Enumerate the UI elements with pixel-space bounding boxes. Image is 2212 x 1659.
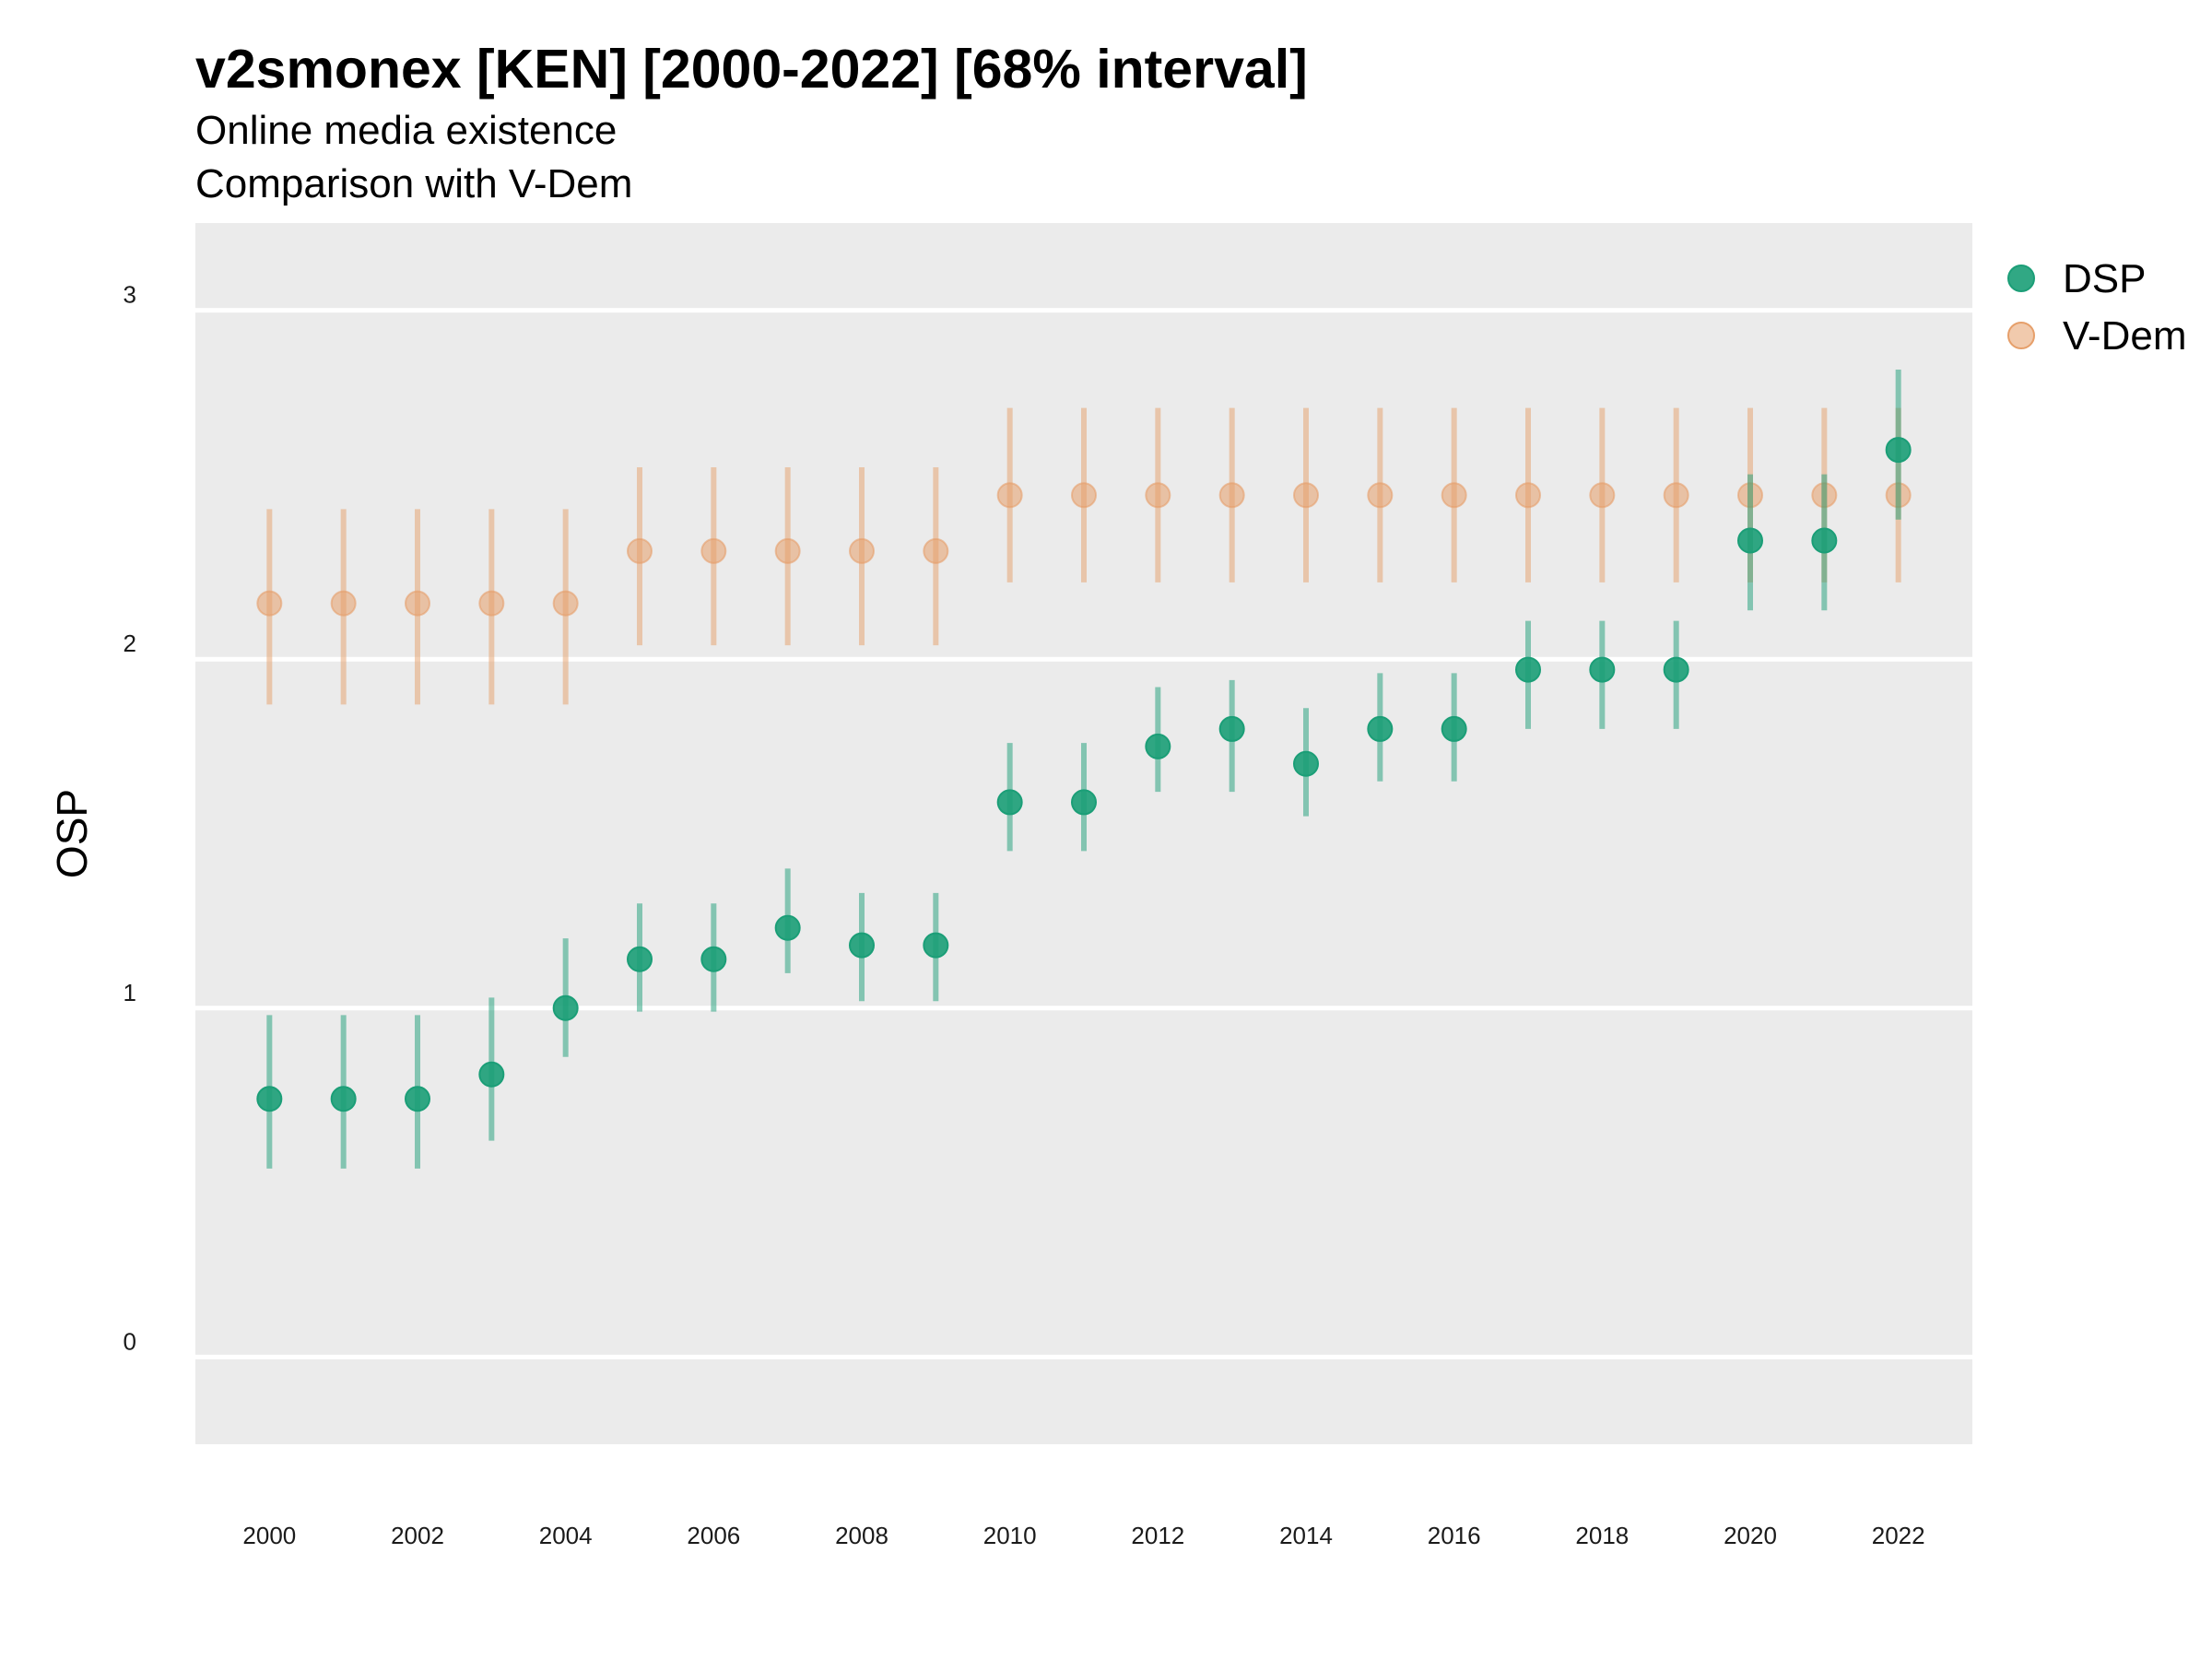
y-tick-label: 0 xyxy=(124,1327,136,1355)
v-dem-point-2009 xyxy=(923,537,949,564)
y-axis-ticks: 0 1 2 3 xyxy=(124,281,195,1359)
x-tick-label: 2008 xyxy=(835,1522,888,1549)
x-tick-label: 2020 xyxy=(1724,1522,1777,1549)
legend-key-v-dem xyxy=(2007,322,2035,349)
dsp-point-2011 xyxy=(1071,789,1097,816)
dsp-point-2018 xyxy=(1589,656,1616,683)
v-dem-point-2003 xyxy=(478,590,505,617)
series-layer xyxy=(256,370,1912,1169)
v-dem-point-2012 xyxy=(1145,482,1171,509)
x-tick-label: 2016 xyxy=(1428,1522,1481,1549)
x-tick-label: 2000 xyxy=(242,1522,296,1549)
v-dem-point-2007 xyxy=(774,537,801,564)
v-dem-point-2008 xyxy=(849,537,875,564)
v-dem-point-2015 xyxy=(1367,482,1394,509)
v-dem-point-2001 xyxy=(330,590,357,617)
v-dem-point-2013 xyxy=(1218,482,1245,509)
dsp-point-2020 xyxy=(1737,527,1763,554)
dsp-point-2010 xyxy=(996,789,1023,816)
dsp-point-2016 xyxy=(1441,715,1467,742)
v-dem-point-2011 xyxy=(1071,482,1097,509)
x-tick-label: 2004 xyxy=(539,1522,593,1549)
dsp-point-2019 xyxy=(1663,656,1689,683)
v-dem-point-2017 xyxy=(1515,482,1541,509)
legend-label-v-dem: V-Dem xyxy=(2063,313,2186,359)
dsp-point-2003 xyxy=(478,1061,505,1088)
series-v-dem xyxy=(256,407,1912,705)
v-dem-point-2019 xyxy=(1663,482,1689,509)
v-dem-point-2000 xyxy=(256,590,283,617)
legend: DSP V-Dem xyxy=(2007,256,2186,359)
x-tick-label: 2014 xyxy=(1279,1522,1333,1549)
legend-label-dsp: DSP xyxy=(2063,256,2146,301)
dsp-point-2000 xyxy=(256,1086,283,1112)
y-tick-label: 1 xyxy=(124,979,136,1006)
dsp-point-2004 xyxy=(552,994,579,1021)
dsp-point-2001 xyxy=(330,1086,357,1112)
dsp-point-2007 xyxy=(774,914,801,941)
legend-key-dsp xyxy=(2007,265,2035,292)
dsp-point-2008 xyxy=(849,932,875,959)
v-dem-point-2006 xyxy=(700,537,727,564)
dsp-point-2015 xyxy=(1367,715,1394,742)
dsp-point-2012 xyxy=(1145,733,1171,759)
dsp-point-2005 xyxy=(627,946,653,972)
y-axis-title: OSP xyxy=(48,789,96,878)
x-axis-ticks: 2000 2002 2004 2006 2008 2010 2012 2014 2016 2018… xyxy=(242,1522,1924,1549)
dsp-point-2006 xyxy=(700,946,727,972)
v-dem-point-2016 xyxy=(1441,482,1467,509)
x-tick-label: 2002 xyxy=(391,1522,444,1549)
x-tick-label: 2006 xyxy=(687,1522,740,1549)
series-dsp xyxy=(256,370,1912,1169)
dsp-point-2013 xyxy=(1218,715,1245,742)
dsp-point-2002 xyxy=(405,1086,430,1112)
dsp-point-2022 xyxy=(1885,437,1912,464)
v-dem-point-2005 xyxy=(627,537,653,564)
dsp-point-2021 xyxy=(1811,527,1838,554)
chart-title: v2smonex [KEN] [2000-2022] [68% interval… xyxy=(195,39,1308,100)
x-tick-label: 2022 xyxy=(1872,1522,1925,1549)
x-tick-label: 2018 xyxy=(1575,1522,1629,1549)
x-tick-label: 2012 xyxy=(1131,1522,1184,1549)
dsp-point-2009 xyxy=(923,932,949,959)
y-tick-label: 3 xyxy=(124,281,136,309)
dsp-point-2014 xyxy=(1293,750,1319,777)
v-dem-point-2004 xyxy=(552,590,579,617)
y-tick-label: 2 xyxy=(124,629,136,657)
chart-subtitle: Online media existence xyxy=(195,108,617,153)
dsp-point-2017 xyxy=(1515,656,1541,683)
x-tick-label: 2010 xyxy=(983,1522,1037,1549)
v-dem-point-2014 xyxy=(1293,482,1319,509)
v-dem-point-2010 xyxy=(996,482,1023,509)
v-dem-point-2002 xyxy=(405,590,430,617)
chart-subtitle-2: Comparison with V-Dem xyxy=(195,161,632,206)
v-dem-point-2018 xyxy=(1589,482,1616,509)
